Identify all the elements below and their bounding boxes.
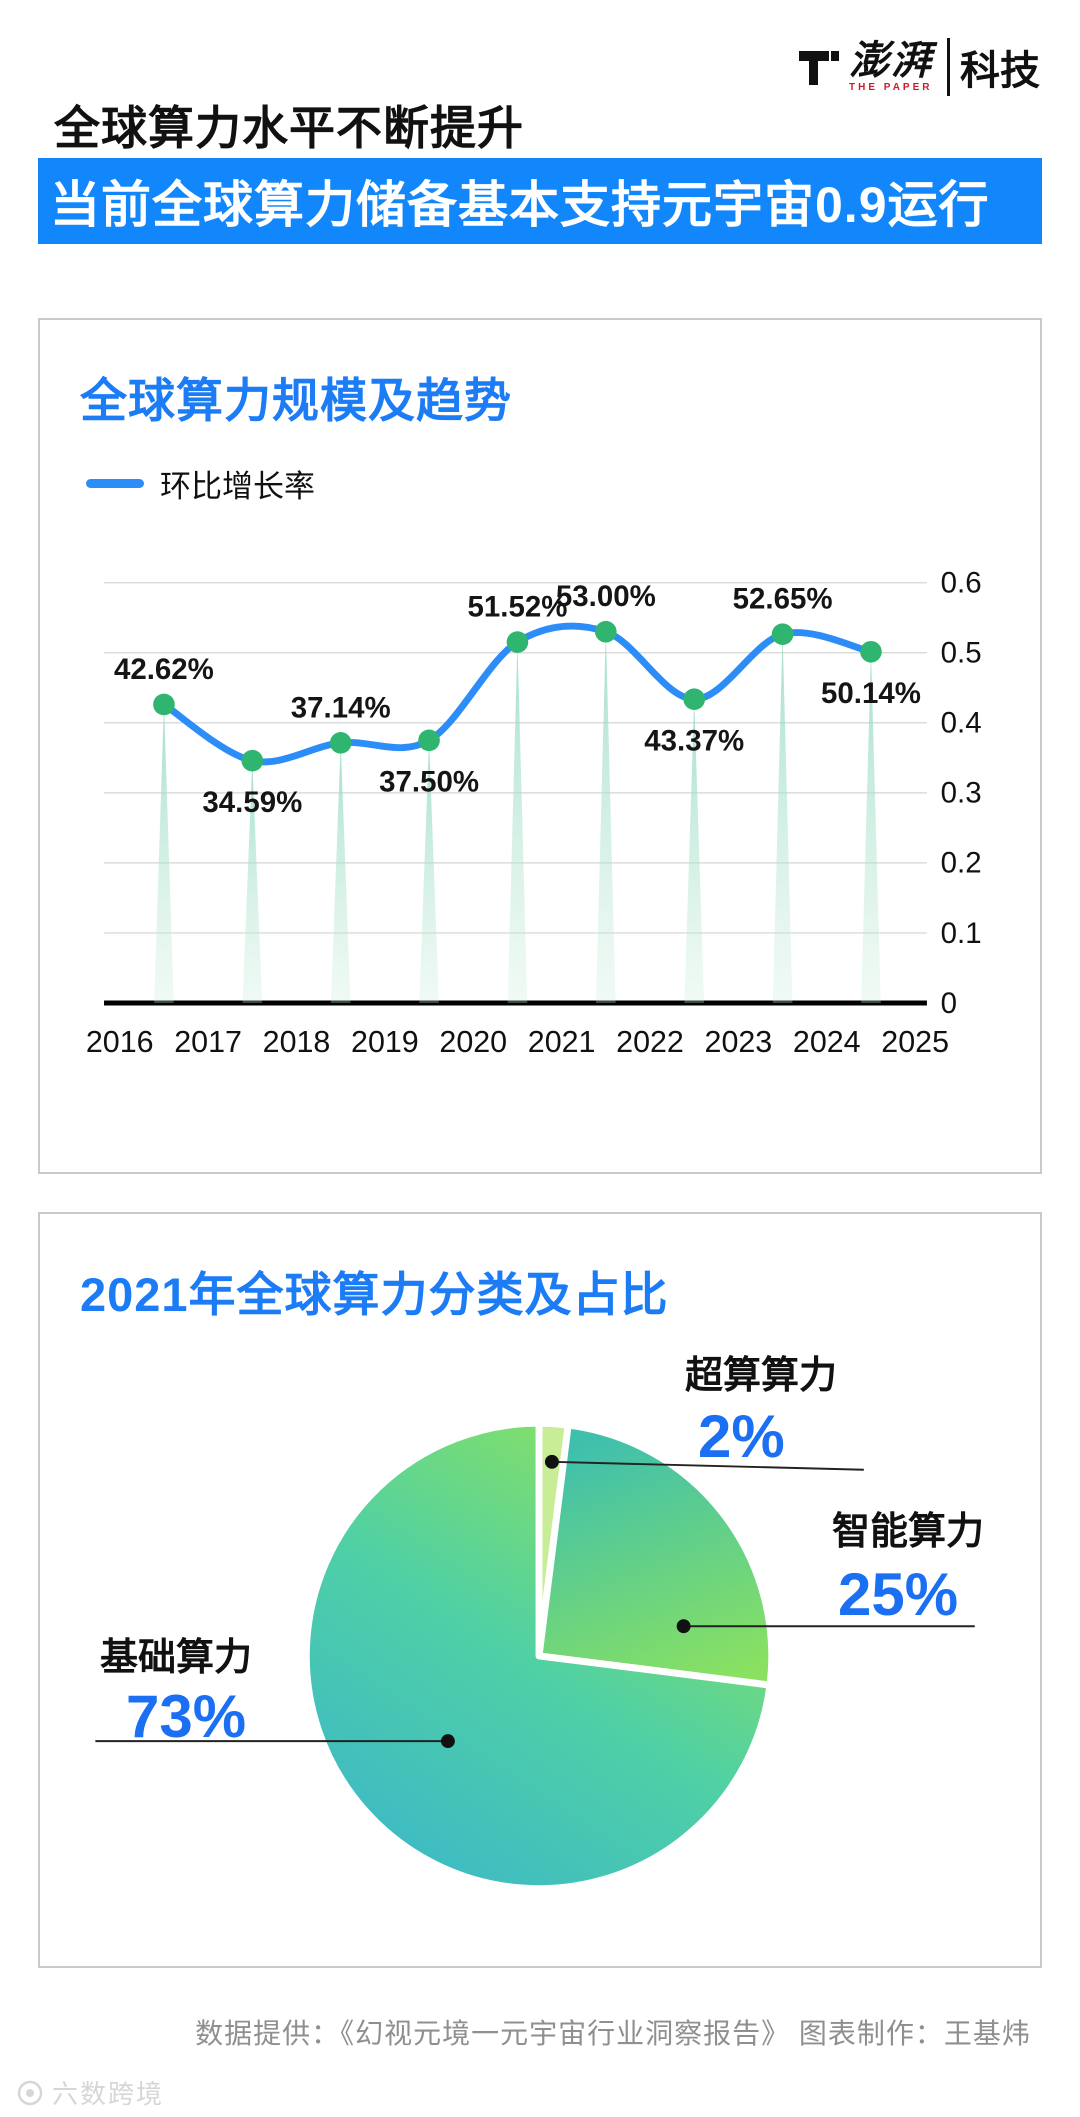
svg-text:37.14%: 37.14% [291, 691, 391, 724]
watermark-icon [17, 2080, 43, 2105]
svg-text:2018: 2018 [263, 1025, 331, 1059]
svg-text:2020: 2020 [439, 1025, 507, 1059]
legend-line-swatch [86, 479, 144, 488]
svg-text:0.3: 0.3 [941, 777, 982, 810]
svg-text:2024: 2024 [793, 1025, 861, 1059]
svg-text:2022: 2022 [616, 1025, 684, 1059]
headline-banner-text: 当前全球算力储备基本支持元宇宙0.9运行 [50, 177, 990, 233]
svg-text:50.14%: 50.14% [821, 677, 921, 710]
growth-line-chart: 0 0.1 0.2 0.3 0.4 0.5 0.6 2016 2017 2018 2019 2020 2… [86, 567, 982, 1060]
svg-text:51.52%: 51.52% [468, 591, 568, 624]
legend-line-label: 环比增长率 [160, 469, 315, 504]
site-watermark: 六数跨境 [16, 2074, 164, 2111]
thepaper-brand-subtitle: THE PAPER [849, 82, 933, 93]
svg-text:2021: 2021 [528, 1025, 596, 1059]
svg-text:53.00%: 53.00% [556, 580, 656, 613]
thepaper-brand-suffix: 科技 [947, 38, 1040, 96]
svg-text:0.4: 0.4 [941, 707, 982, 740]
data-credit: 数据提供：《幻视元境一元宇宙行业洞察报告》 图表制作：王基炜 [195, 2018, 1031, 2049]
pie-chart [95, 1419, 975, 1893]
watermark-text: 六数跨境 [52, 2079, 165, 2109]
pie-callout-smart-label: 智能算力 [832, 1511, 985, 1553]
svg-text:2019: 2019 [351, 1025, 419, 1059]
svg-text:34.59%: 34.59% [202, 786, 302, 819]
svg-text:0.1: 0.1 [941, 917, 982, 950]
svg-text:37.50%: 37.50% [379, 765, 479, 798]
svg-text:2016: 2016 [86, 1025, 154, 1059]
page-title: 全球算力水平不断提升 [54, 102, 524, 154]
svg-text:0.2: 0.2 [941, 847, 982, 880]
svg-text:43.37%: 43.37% [644, 724, 744, 757]
thepaper-tech-logo: 澎湃 THE PAPER 科技 [797, 38, 1040, 96]
pie-chart-card: 2021年全球算力分类及占比 超算算力 2% 智能算力 25 [38, 1212, 1042, 1968]
thepaper-logo-mark [799, 51, 839, 85]
svg-text:0: 0 [941, 987, 957, 1020]
svg-text:42.62%: 42.62% [114, 653, 214, 686]
svg-text:2023: 2023 [705, 1025, 773, 1059]
svg-text:0.6: 0.6 [941, 567, 982, 600]
thepaper-brand-name: 澎湃 [849, 39, 933, 83]
line-chart-title: 全球算力规模及趋势 [80, 374, 512, 427]
svg-text:2025: 2025 [881, 1025, 949, 1059]
headline-banner: 当前全球算力储备基本支持元宇宙0.9运行 [38, 158, 1042, 244]
pie-callout-super-pct: 2% [698, 1403, 785, 1470]
pie-chart-area: 超算算力 2% 智能算力 25% 基础算力 73% [80, 1341, 1004, 1957]
pie-callout-smart-pct: 25% [838, 1561, 959, 1628]
svg-text:52.65%: 52.65% [733, 583, 833, 616]
thepaper-brand: 澎湃 THE PAPER [849, 41, 933, 93]
pie-callout-super-label: 超算算力 [685, 1355, 838, 1397]
svg-text:0.5: 0.5 [941, 637, 982, 670]
pie-callout-base-label: 基础算力 [100, 1637, 253, 1679]
line-chart-card: 全球算力规模及趋势 环比增长率 0 0.1 0.2 0.3 0.4 0.5 0.6 2016 2… [38, 318, 1042, 1174]
pie-callout-base-pct: 73% [126, 1683, 247, 1750]
pie-chart-title: 2021年全球算力分类及占比 [80, 1268, 669, 1321]
svg-text:2017: 2017 [174, 1025, 242, 1059]
line-chart-legend: 环比增长率 [86, 461, 1000, 506]
